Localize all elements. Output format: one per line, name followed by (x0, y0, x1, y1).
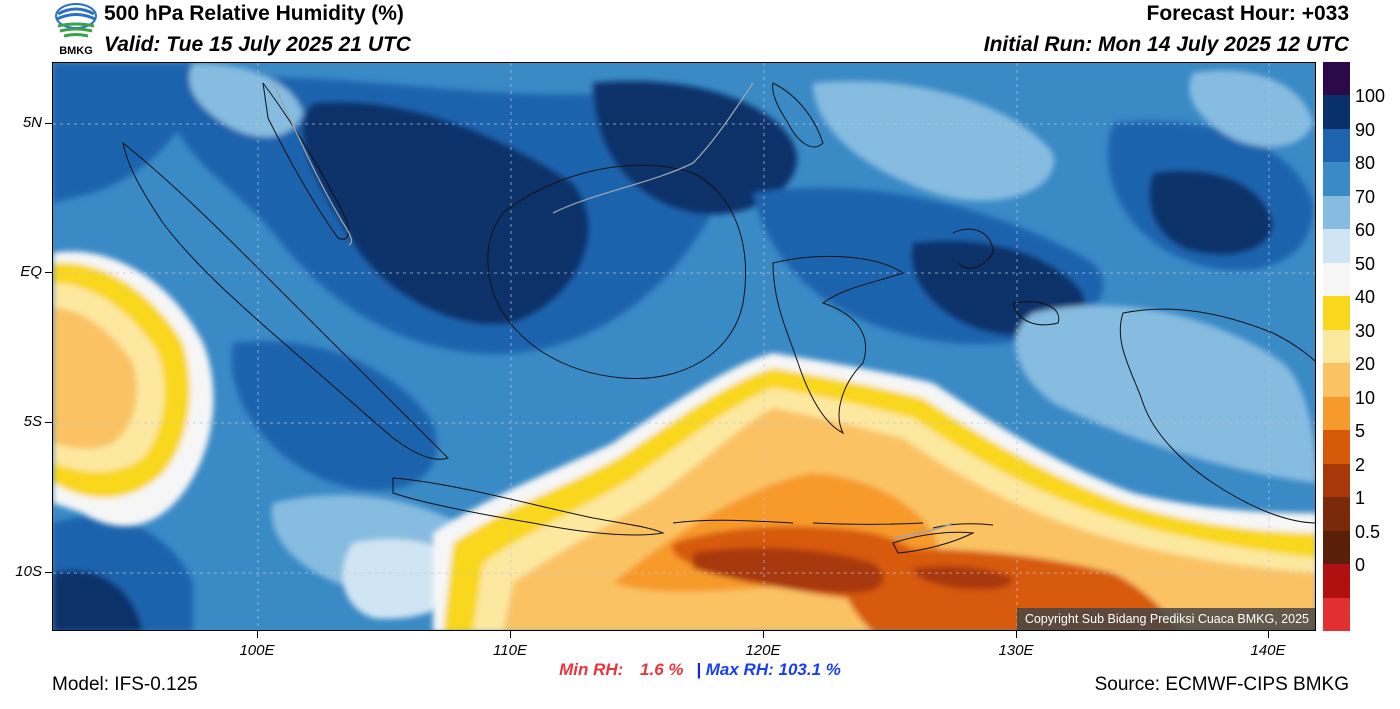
map-title: 500 hPa Relative Humidity (%) (104, 2, 404, 25)
data-source: Source: ECMWF-CIPS BMKG (1094, 674, 1349, 695)
maluku-coastline (952, 228, 1060, 326)
bmkg-logo-icon (55, 3, 97, 38)
lat-tick-10s (45, 572, 52, 573)
philippines-coastline (772, 82, 824, 148)
java-coastline (392, 477, 665, 536)
borders (272, 82, 954, 539)
colorbar-label: 40 (1355, 287, 1376, 308)
colorbar-cell (1323, 229, 1350, 264)
lat-tick-eq (45, 272, 52, 273)
colorbar-label: 5 (1355, 421, 1366, 442)
papua-coastline (1119, 308, 1315, 524)
colorbar-cell (1323, 329, 1350, 364)
colorbar-cell (1323, 296, 1350, 331)
min-rh-value: 1.6 % (640, 660, 684, 679)
lesser-sunda-coastline (672, 519, 994, 529)
colorbar-label: 0.5 (1355, 521, 1381, 542)
colorbar-label: 2 (1355, 454, 1366, 475)
bmkg-logo: BMKG (52, 2, 100, 58)
colorbar-cell (1323, 430, 1350, 465)
colorbar-cell (1323, 128, 1350, 163)
lon-tick-120e (763, 631, 764, 638)
lon-label-130e: 130E (998, 642, 1034, 659)
colorbar-label: 1 (1355, 488, 1366, 509)
sulawesi-coastline (772, 255, 905, 435)
lat-label-5n: 5N (22, 114, 42, 131)
colorbar-label: 90 (1355, 119, 1376, 140)
colorbar-cell (1323, 597, 1350, 632)
borneo-coastline (487, 164, 747, 380)
colorbar-cell (1323, 396, 1350, 431)
colorbar-cell (1323, 62, 1350, 96)
lon-label-140e: 140E (1250, 642, 1286, 659)
sumatra-coastline (122, 141, 449, 460)
model-name: Model: IFS-0.125 (52, 674, 198, 695)
malay-peninsula-coastline (262, 82, 349, 240)
lat-tick-5s (45, 422, 52, 423)
humidity-map: Copyright Sub Bidang Prediksi Cuaca BMKG… (52, 62, 1316, 631)
valid-time: Valid: Tue 15 July 2025 21 UTC (104, 33, 411, 56)
colorbar-label: 70 (1355, 186, 1376, 207)
colorbar-label: 50 (1355, 253, 1376, 274)
lon-label-110e: 110E (493, 642, 527, 659)
copyright-notice: Copyright Sub Bidang Prediksi Cuaca BMKG… (1016, 608, 1315, 630)
colorbar-cell (1323, 195, 1350, 230)
colorbar-cell (1323, 564, 1350, 599)
lon-label-100e: 100E (239, 642, 275, 659)
stats-separator: | (696, 660, 702, 679)
lon-tick-100e (257, 631, 258, 638)
max-rh-label: Max RH: (705, 660, 774, 679)
lat-tick-5n (45, 123, 52, 124)
colorbar-cell (1323, 95, 1350, 130)
lon-tick-130e (1016, 631, 1017, 638)
lat-label-10s: 10S (15, 563, 42, 580)
lon-tick-140e (1268, 631, 1269, 638)
humidity-field (53, 63, 1315, 630)
colorbar-cell (1323, 463, 1350, 498)
coastlines (122, 82, 1315, 554)
colorbar-label: 30 (1355, 320, 1376, 341)
lon-tick-110e (510, 631, 511, 638)
logo-text: BMKG (59, 45, 93, 57)
colorbar-cell (1323, 497, 1350, 532)
colorbar (1323, 62, 1350, 632)
colorbar-label: 100 (1355, 86, 1386, 107)
lon-label-120e: 120E (745, 642, 781, 659)
colorbar-label: 80 (1355, 153, 1376, 174)
colorbar-label: 0 (1355, 555, 1366, 576)
rh-stats: Min RH: 1.6 % | Max RH: 103.1 % (0, 660, 1400, 680)
lat-label-5s: 5S (23, 413, 42, 430)
colorbar-label: 60 (1355, 220, 1376, 241)
lat-label-eq: EQ (20, 263, 42, 280)
colorbar-cell (1323, 530, 1350, 565)
colorbar-cell (1323, 162, 1350, 197)
colorbar-label: 10 (1355, 387, 1376, 408)
colorbar-cell (1323, 262, 1350, 297)
colorbar-cell (1323, 363, 1350, 398)
initial-run: Initial Run: Mon 14 July 2025 12 UTC (983, 33, 1349, 56)
colorbar-label: 20 (1355, 354, 1376, 375)
min-rh-label: Min RH: (559, 660, 624, 679)
timor-coastline (892, 531, 975, 554)
max-rh-value: 103.1 % (778, 660, 841, 679)
forecast-hour: Forecast Hour: +033 (1146, 2, 1350, 25)
